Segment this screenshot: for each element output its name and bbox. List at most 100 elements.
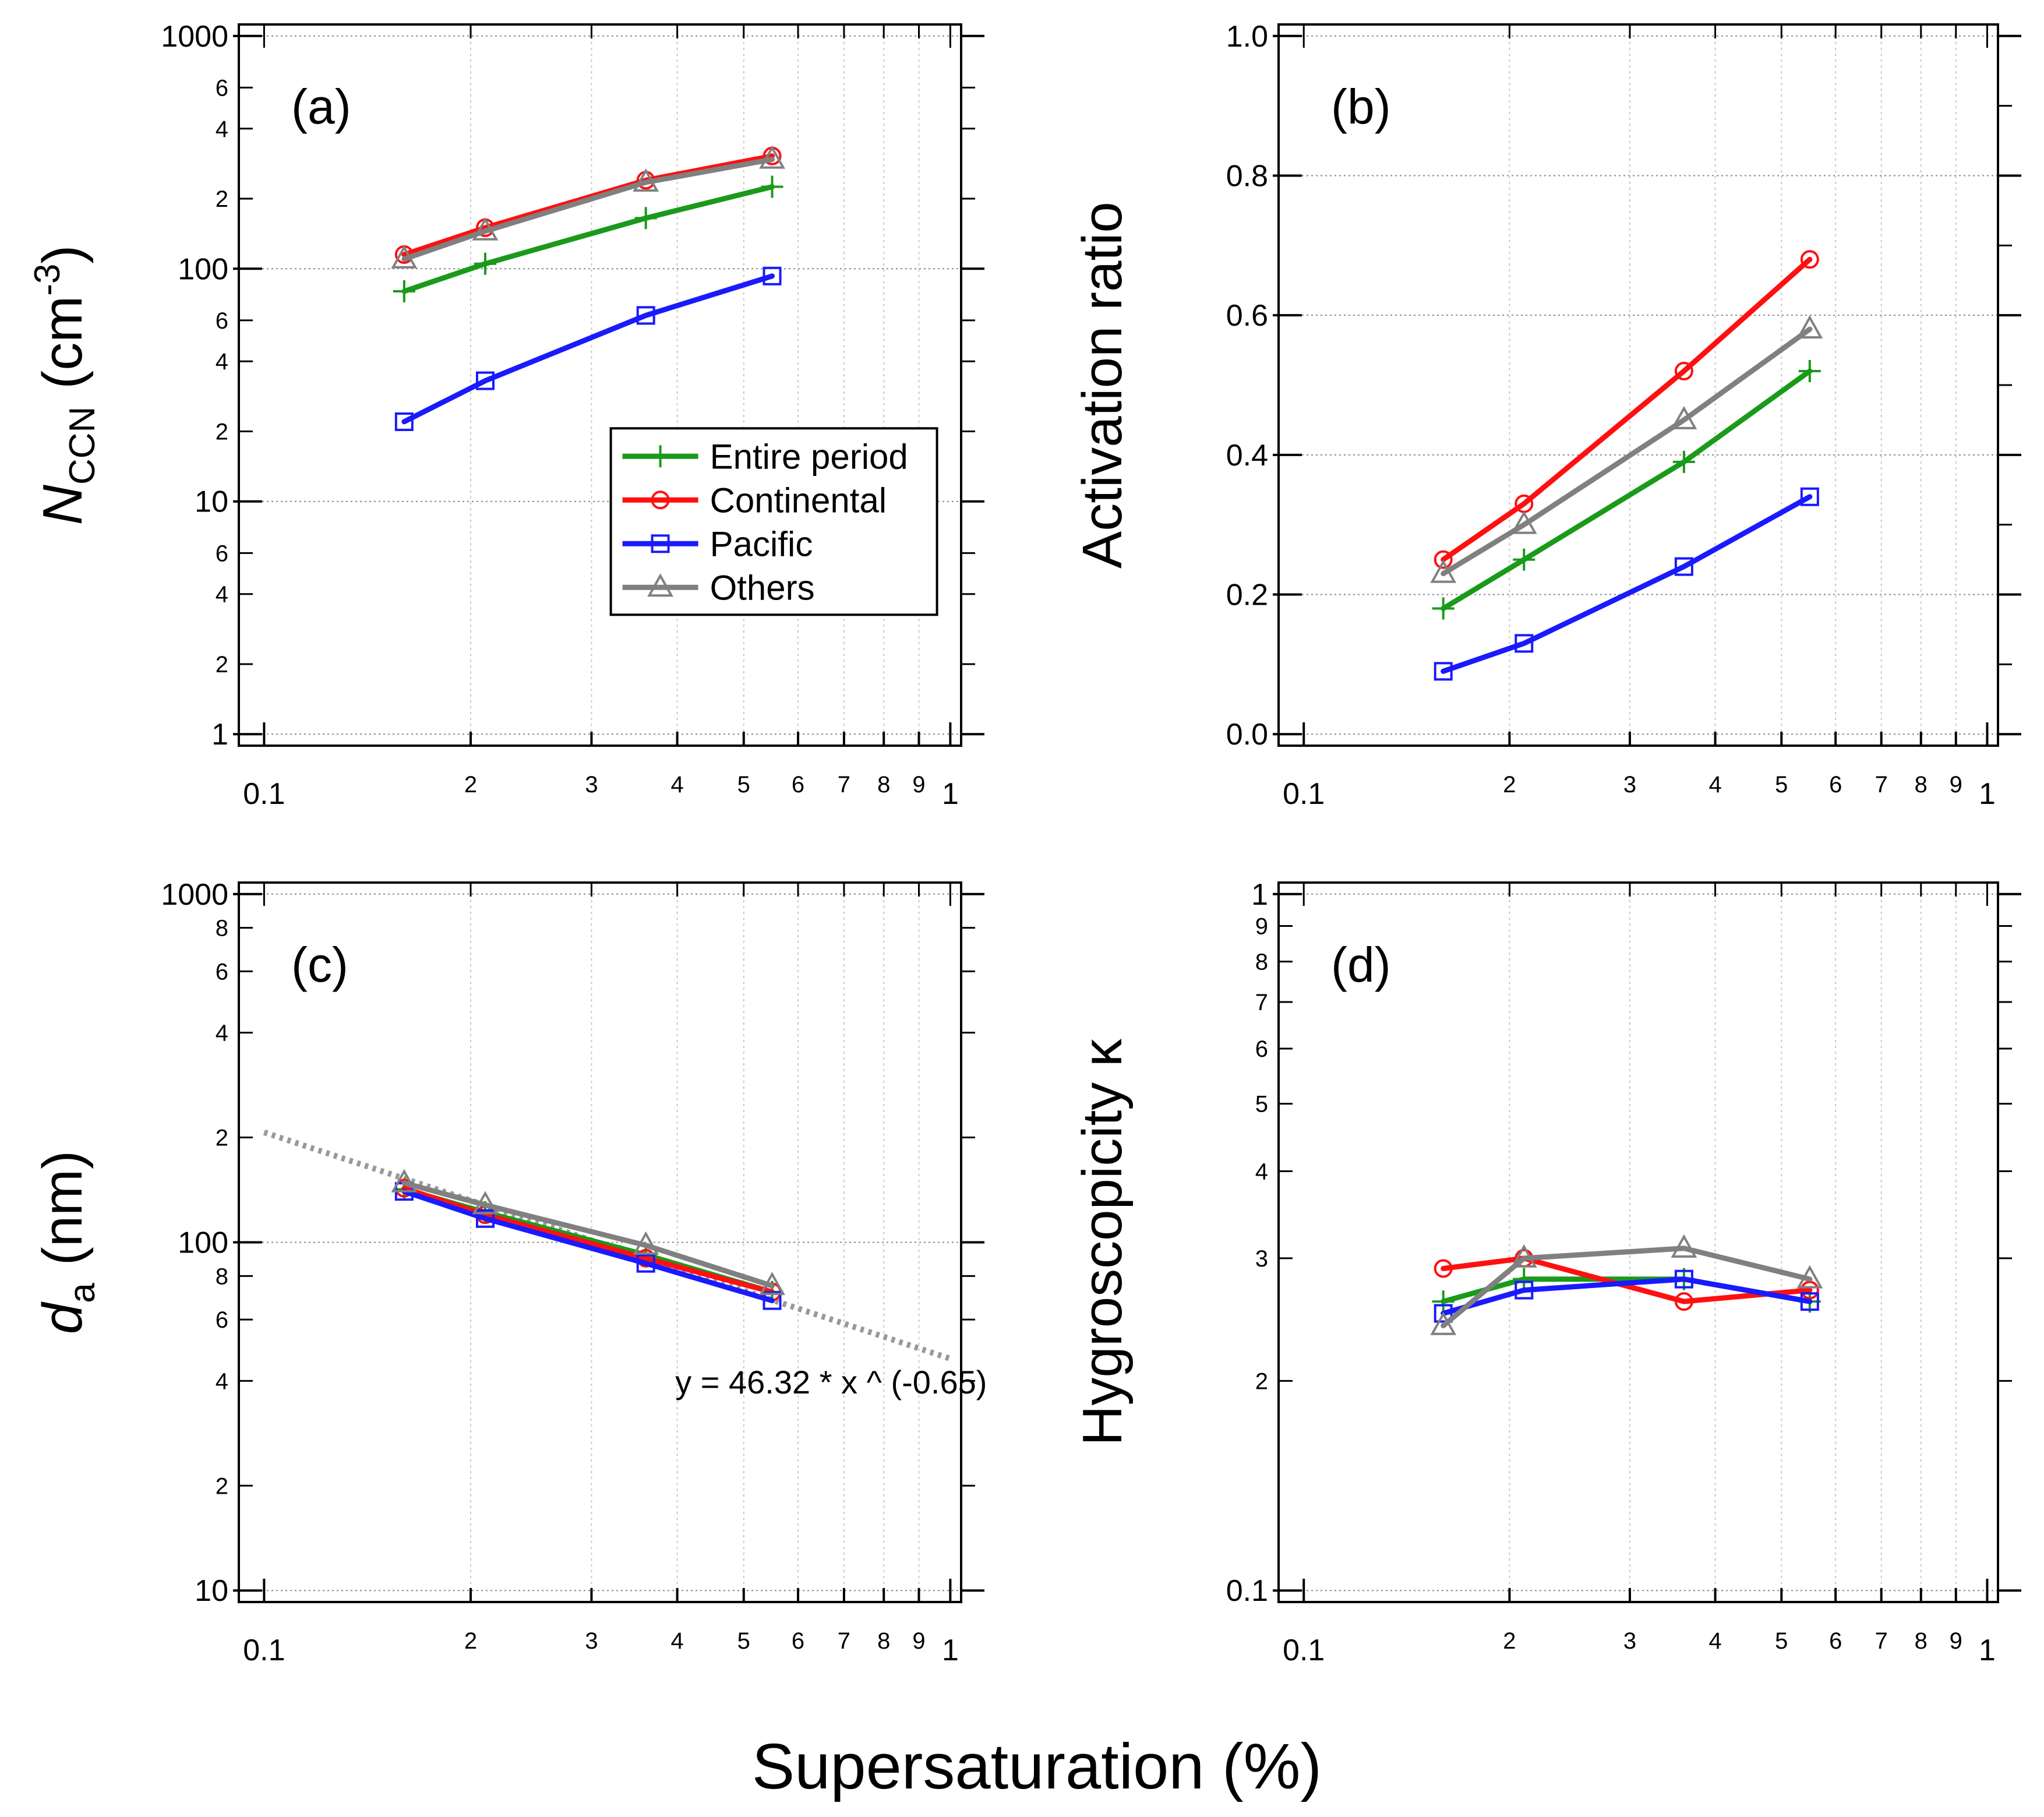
marker-entire-period-3 bbox=[761, 175, 783, 198]
marker-entire-period-2 bbox=[1672, 450, 1695, 473]
x-minor-tick-label: 9 bbox=[912, 1628, 925, 1654]
marker-entire-period-0 bbox=[1432, 1290, 1455, 1313]
x-minor-tick-label: 7 bbox=[1875, 1628, 1888, 1654]
marker-pacific-1 bbox=[1515, 634, 1534, 653]
x-minor-tick-label: 2 bbox=[1503, 1628, 1516, 1654]
x-tick-label: 0.1 bbox=[243, 777, 285, 811]
y-tick-label: 1 bbox=[211, 718, 228, 752]
marker-legend-others-3 bbox=[647, 573, 674, 597]
fit-equation: y = 46.32 * x ^ (-0.65) bbox=[675, 1364, 987, 1400]
y-tick-label: 10 bbox=[195, 1574, 228, 1608]
x-tick-label: 0.1 bbox=[243, 1633, 285, 1667]
y-tick-label: 1.0 bbox=[1226, 20, 1268, 54]
y-tick-label: 100 bbox=[178, 252, 228, 286]
marker-legend-entire-period-0 bbox=[649, 445, 672, 468]
y-title-main: N bbox=[31, 484, 94, 525]
y-tick-label: 0.8 bbox=[1226, 159, 1268, 193]
y-axis-title: NCCN (cm-3) bbox=[27, 245, 103, 525]
x-minor-tick-label: 7 bbox=[838, 1628, 850, 1654]
y-minor-tick-label: 4 bbox=[1255, 1159, 1268, 1184]
plot-frame bbox=[1277, 881, 1999, 1603]
y-tick-label: 100 bbox=[178, 1226, 228, 1260]
x-minor-tick-label: 7 bbox=[838, 772, 850, 798]
marker-pacific-3 bbox=[762, 1291, 782, 1310]
x-minor-tick-label: 4 bbox=[1708, 1628, 1721, 1654]
legend-label: Entire period bbox=[710, 437, 908, 476]
y-minor-tick-label: 9 bbox=[1255, 913, 1268, 939]
legend: Entire period Continental Pacific Others bbox=[609, 427, 938, 616]
x-minor-tick-label: 8 bbox=[1915, 1628, 1927, 1654]
plot-frame bbox=[238, 23, 962, 747]
x-tick-label: 1 bbox=[942, 1633, 959, 1667]
x-minor-tick-label: 3 bbox=[1623, 1628, 1636, 1654]
marker-pacific-3 bbox=[1800, 487, 1819, 506]
y-minor-tick-label: 3 bbox=[1255, 1246, 1268, 1272]
series-line-pacific bbox=[1441, 1276, 1813, 1316]
marker-others-0 bbox=[391, 245, 418, 269]
y-minor-tick-label: 2 bbox=[1255, 1368, 1268, 1394]
x-minor-tick-label: 3 bbox=[1623, 772, 1636, 798]
y-minor-tick-label: 5 bbox=[1255, 1092, 1268, 1117]
series-line-others bbox=[1441, 1246, 1813, 1329]
marker-others-3 bbox=[1796, 1265, 1823, 1289]
x-minor-tick-label: 4 bbox=[671, 772, 684, 798]
x-tick-label: 1 bbox=[1979, 1633, 1996, 1667]
y-tick-label: 1000 bbox=[161, 20, 228, 54]
x-minor-tick-label: 9 bbox=[1950, 772, 1962, 798]
series-line-entire-period bbox=[1441, 368, 1813, 611]
x-minor-tick-label: 2 bbox=[464, 772, 477, 798]
y-axis-title: Hygroscopicity κ bbox=[1071, 1038, 1134, 1446]
y-minor-tick-label: 2 bbox=[216, 1473, 228, 1499]
marker-others-0 bbox=[1430, 1311, 1457, 1335]
series-line-pacific bbox=[401, 1188, 775, 1304]
y-title-unit-sup: -3 bbox=[27, 264, 68, 296]
y-minor-tick-label: 6 bbox=[216, 541, 228, 566]
x-minor-tick-label: 5 bbox=[737, 772, 750, 798]
marker-pacific-3 bbox=[762, 266, 782, 285]
marker-continental-3 bbox=[1800, 1280, 1819, 1300]
x-minor-tick-label: 8 bbox=[877, 772, 890, 798]
y-minor-tick-label: 4 bbox=[216, 1368, 228, 1394]
x-minor-tick-label: 6 bbox=[1829, 772, 1842, 798]
marker-others-1 bbox=[472, 217, 499, 241]
y-minor-tick-label: 8 bbox=[216, 1264, 228, 1289]
series-line-others bbox=[401, 157, 775, 262]
y-tick-label: 1 bbox=[1251, 878, 1268, 912]
y-minor-tick-label: 4 bbox=[216, 117, 228, 142]
y-tick-label: 1000 bbox=[161, 878, 228, 912]
x-minor-tick-label: 9 bbox=[1950, 1628, 1962, 1654]
y-title-main: d bbox=[31, 1301, 94, 1334]
x-tick-label: 0.1 bbox=[1283, 1633, 1325, 1667]
marker-legend-pacific-2 bbox=[651, 534, 670, 553]
y-tick-label: 0.6 bbox=[1226, 299, 1268, 333]
marker-pacific-0 bbox=[1434, 662, 1453, 681]
marker-pacific-2 bbox=[636, 1254, 655, 1273]
x-minor-tick-label: 5 bbox=[1775, 1628, 1788, 1654]
marker-entire-period-1 bbox=[1513, 548, 1535, 571]
x-minor-tick-label: 8 bbox=[1915, 772, 1927, 798]
y-axis-title: da (nm) bbox=[31, 1151, 103, 1334]
marker-others-3 bbox=[759, 1272, 785, 1296]
marker-others-2 bbox=[633, 1231, 659, 1255]
y-minor-tick-label: 2 bbox=[216, 186, 228, 212]
y-title-unit: (cm bbox=[31, 296, 94, 389]
marker-others-3 bbox=[759, 145, 785, 169]
marker-continental-2 bbox=[1674, 1292, 1693, 1311]
y-minor-tick-label: 6 bbox=[1255, 1036, 1268, 1062]
y-axis-title: Activation ratio bbox=[1071, 202, 1134, 569]
y-tick-label: 0.1 bbox=[1226, 1574, 1268, 1608]
y-title-unit: (nm) bbox=[31, 1151, 94, 1265]
marker-pacific-2 bbox=[1674, 1269, 1693, 1289]
series-line-pacific bbox=[401, 273, 775, 425]
x-minor-tick-label: 6 bbox=[792, 772, 804, 798]
panel-label: (b) bbox=[1331, 79, 1391, 134]
marker-others-3 bbox=[1796, 315, 1823, 339]
y-tick-label: 0.4 bbox=[1226, 439, 1268, 472]
series-line-continental bbox=[401, 1186, 775, 1295]
y-minor-tick-label: 6 bbox=[216, 75, 228, 101]
marker-continental-3 bbox=[1800, 250, 1819, 269]
marker-others-0 bbox=[391, 1169, 418, 1192]
